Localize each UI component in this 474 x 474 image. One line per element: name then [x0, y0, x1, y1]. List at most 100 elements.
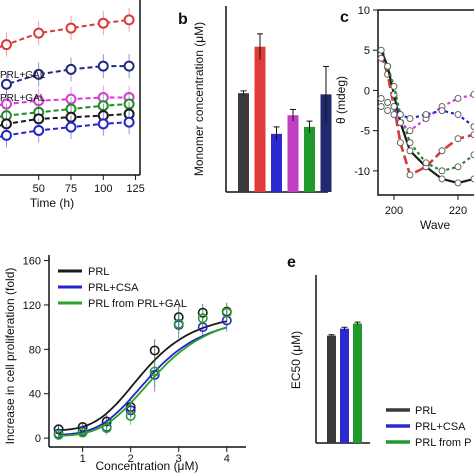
panel-d-data-point — [221, 307, 232, 318]
panel-e-y-axis-title: EC50 (μM) — [289, 331, 303, 389]
panel-c-data-point — [406, 115, 414, 123]
panel-d-series-1 — [53, 309, 232, 441]
panel-a-data-point — [33, 124, 45, 136]
panel-c-data-point — [470, 131, 474, 139]
panel-c-data-point — [396, 139, 404, 147]
panel-c-data-point — [377, 46, 385, 54]
panel-c-x-tick-label: 200 — [385, 205, 403, 217]
panel-d-fit-curve — [58, 326, 228, 437]
panel-c-x-axis-title: Wave — [420, 218, 451, 232]
panel-a-label-1: PRL+GAL — [0, 70, 46, 81]
panel-a-label-2: PRL+GAL — [0, 93, 46, 104]
panel-e-legend-label: PRL from P — [415, 437, 471, 449]
panel-c-letter: c — [340, 9, 349, 26]
panel-c-data-point — [470, 175, 474, 183]
panel-d-x-tick-label: 2 — [128, 453, 134, 465]
panel-c-data-point — [390, 103, 398, 110]
panel-d-y-axis-title: Increase in cell proliferation (fold) — [3, 268, 17, 445]
panel-a-data-point — [33, 27, 45, 39]
panel-c-data-point — [454, 95, 462, 102]
panel-d-legend-label: PRL from PRL+GAL — [88, 298, 187, 310]
panel-d-x-axis-title: Concentration (μM) — [96, 459, 199, 473]
panel-a-series-5 — [0, 110, 135, 148]
panel-e-letter: e — [287, 254, 296, 271]
panel-d-data-point — [149, 345, 160, 356]
panel-a-x-tick-label: 50 — [33, 183, 45, 195]
panel-e-bar — [353, 323, 362, 443]
panel-d-data-point — [53, 429, 64, 440]
panel-b-bar — [271, 133, 282, 192]
panel-d-data-point — [101, 423, 112, 434]
panel-a-data-point — [65, 63, 77, 75]
panel-d-y-tick-label: 160 — [23, 256, 41, 268]
panel-d-y-tick-label: 80 — [29, 344, 41, 356]
panel-d-y-tick-label: 40 — [29, 389, 41, 401]
panel-d-x-tick-label: 3 — [176, 453, 182, 465]
panel-c-data-point — [384, 107, 392, 114]
panel-a-series-line — [0, 18, 130, 49]
panel-a-data-point — [97, 118, 109, 130]
panel-c-data-point — [438, 175, 446, 183]
panel-a: 50 75 100 125 PRL+GAL PRL+GAL Time (h) — [0, 0, 145, 210]
panel-c-y-tick-label: 0 — [364, 85, 370, 97]
panel-c-data-point — [438, 147, 446, 155]
panel-c-data-point — [384, 62, 392, 70]
panel-b-bar — [304, 126, 315, 192]
panel-c-y-tick-label: 5 — [364, 45, 370, 57]
panel-c-frame — [377, 9, 474, 196]
panel-c-data-point — [422, 111, 430, 119]
panel-d-data-point — [149, 366, 160, 377]
panel-b: b Monomer concentration (μM) — [178, 6, 332, 193]
panel-c-y-tick-label: -5 — [360, 126, 370, 138]
panel-d-x-tick-label: 1 — [80, 453, 86, 465]
panel-d-data-point — [125, 410, 136, 421]
panel-c-data-point — [377, 103, 385, 110]
panel-c-data-point — [384, 99, 392, 106]
panel-a-data-point — [65, 22, 77, 34]
panel-c-y-tick-label: -10 — [354, 166, 370, 178]
panel-a-x-tick-label: 125 — [126, 183, 144, 195]
panel-d: 0 40 80 120 160 1 2 3 4 PRL PRL+CSA PRL from PRL+G… — [3, 255, 246, 473]
panel-c-x-tick-label: 220 — [449, 205, 467, 217]
panel-d-legend-label: PRL — [88, 266, 109, 278]
panel-a-series-line — [0, 112, 130, 127]
panel-a-series-line — [0, 121, 130, 138]
panel-b-y-axis-title: Monomer concentration (μM) — [192, 22, 206, 176]
panel-c-data-point — [390, 111, 398, 119]
panel-d-x-tick-label: 4 — [224, 453, 230, 465]
panel-c-series-line — [380, 97, 474, 128]
panel-a-data-point — [123, 60, 135, 72]
panel-b-bar — [254, 46, 266, 192]
panel-d-data-point — [77, 427, 88, 438]
panel-c-data-point — [406, 147, 414, 155]
panel-e-legend-label: PRL — [415, 405, 436, 417]
panel-c-series-line — [380, 57, 474, 173]
panel-d-fit-curve — [58, 326, 228, 436]
panel-a-x-tick-label: 75 — [65, 183, 77, 195]
panel-c-data-point — [454, 179, 462, 187]
panel-c-y-axis-title: θ (mdeg) — [334, 76, 348, 124]
panel-c-data-point — [406, 171, 414, 179]
panel-a-data-point — [0, 39, 12, 51]
panel-a-data-point — [123, 14, 135, 26]
panel-a-data-point — [33, 68, 45, 80]
panel-e: e EC50 (μM) PRL PRL+CSA PRL from P — [287, 254, 471, 449]
panel-c-data-point — [377, 54, 385, 62]
panel-d-y-tick-label: 0 — [35, 433, 41, 445]
panel-a-data-point — [0, 129, 12, 141]
panel-b-letter: b — [178, 11, 188, 28]
panel-d-series-2 — [53, 303, 232, 440]
panel-c-data-point — [454, 135, 462, 143]
panel-c-data-point — [438, 167, 446, 175]
panel-c-data-point — [406, 139, 414, 147]
panel-c-data-point — [454, 163, 462, 171]
panel-e-legend-label: PRL+CSA — [415, 421, 466, 433]
panel-a-series-1 — [0, 54, 135, 97]
panel-c: c -10 -5 0 5 10 200 220 θ (mdeg) Wave — [334, 5, 474, 232]
panel-d-data-point — [197, 313, 208, 324]
panel-b-bar — [238, 93, 249, 192]
panel-c-data-point — [470, 91, 474, 98]
panel-a-data-point — [97, 17, 109, 29]
panel-e-bar — [327, 335, 336, 443]
